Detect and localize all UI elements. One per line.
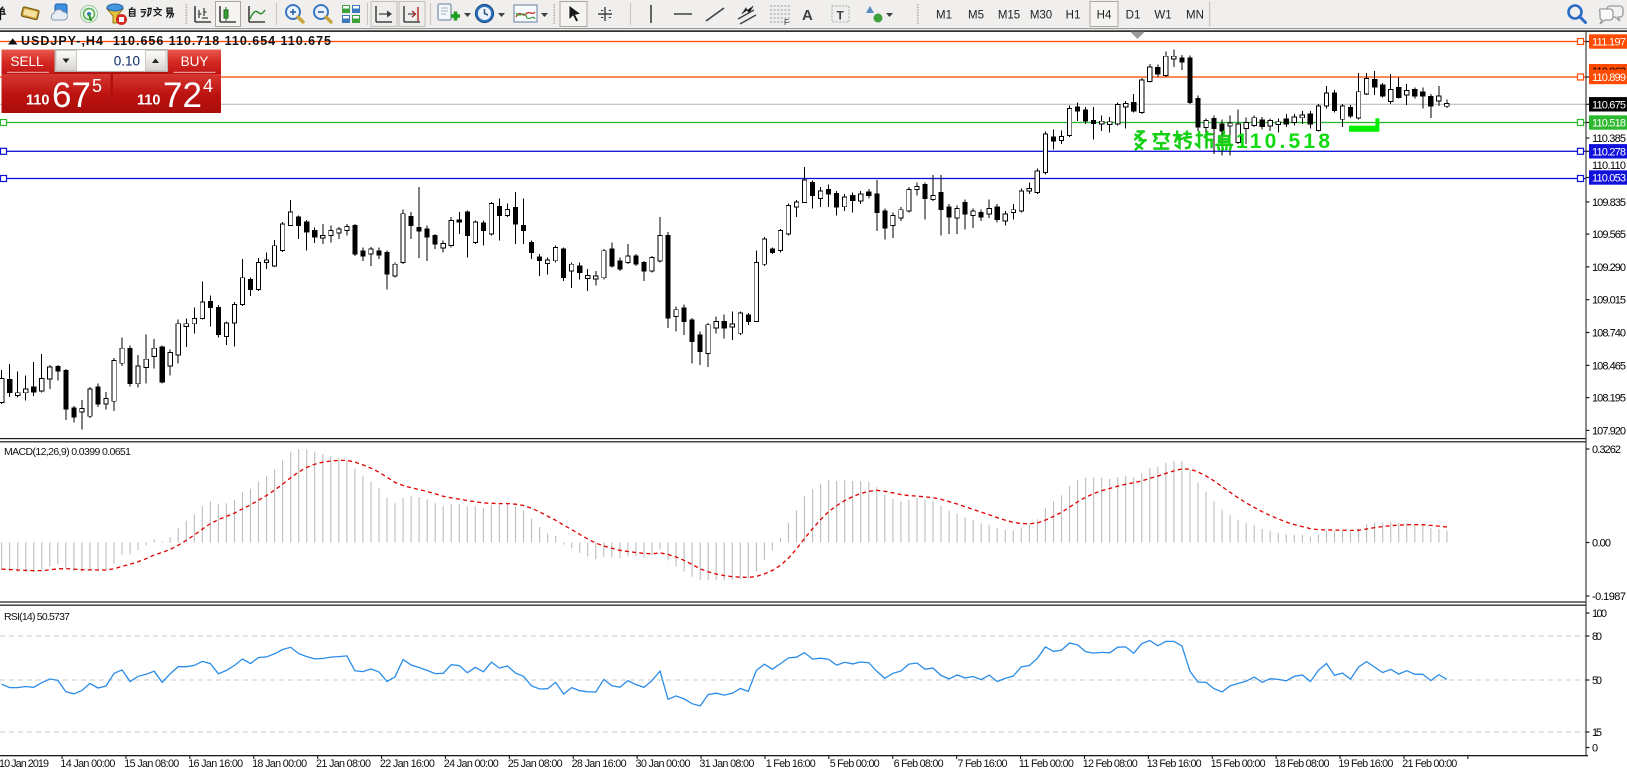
svg-text:D1: D1: [1126, 10, 1141, 22]
svg-text:110.385: 110.385: [1592, 133, 1626, 145]
svg-text:15 Feb 00:00: 15 Feb 00:00: [1211, 758, 1266, 770]
svg-text:11 Feb 00:00: 11 Feb 00:00: [1019, 758, 1074, 770]
svg-text:111.197: 111.197: [1592, 37, 1626, 49]
svg-text:18 Feb 08:00: 18 Feb 08:00: [1275, 758, 1330, 770]
svg-text:109.290: 109.290: [1592, 262, 1626, 274]
svg-text:30 Jan 00:00: 30 Jan 00:00: [636, 758, 691, 770]
svg-text:67: 67: [52, 76, 91, 115]
svg-text:H4: H4: [1097, 10, 1112, 22]
svg-text:1 Feb 16:00: 1 Feb 16:00: [766, 758, 816, 770]
svg-text:5 Feb 00:00: 5 Feb 00:00: [830, 758, 880, 770]
svg-text:110.899: 110.899: [1592, 72, 1626, 84]
svg-text:0: 0: [1592, 743, 1598, 755]
svg-text:14 Jan 00:00: 14 Jan 00:00: [60, 758, 115, 770]
svg-text:RSI(14) 50.5737: RSI(14) 50.5737: [4, 611, 70, 623]
svg-text:108.465: 108.465: [1592, 360, 1626, 372]
svg-text:BUY: BUY: [181, 54, 209, 69]
svg-text:109.835: 109.835: [1592, 197, 1626, 209]
svg-text:110.110: 110.110: [1592, 160, 1626, 172]
svg-text:-0.1987: -0.1987: [1592, 591, 1626, 603]
svg-text:28 Jan 16:00: 28 Jan 16:00: [572, 758, 627, 770]
svg-text:110: 110: [137, 93, 160, 109]
svg-text:72: 72: [163, 76, 202, 115]
svg-text:110: 110: [26, 93, 49, 109]
svg-text:110.518: 110.518: [1236, 130, 1330, 153]
svg-text:50: 50: [1592, 675, 1602, 687]
svg-text:80: 80: [1592, 631, 1602, 643]
svg-text:0.10: 0.10: [114, 54, 140, 69]
svg-text:18 Jan 00:00: 18 Jan 00:00: [252, 758, 307, 770]
svg-text:12 Feb 08:00: 12 Feb 08:00: [1083, 758, 1138, 770]
svg-text:19 Feb 16:00: 19 Feb 16:00: [1338, 758, 1393, 770]
svg-text:MACD(12,26,9) 0.0399 0.0651: MACD(12,26,9) 0.0399 0.0651: [4, 446, 131, 458]
svg-text:110.675: 110.675: [1592, 99, 1626, 111]
svg-text:4: 4: [203, 76, 213, 96]
svg-text:M30: M30: [1030, 10, 1052, 22]
svg-text:110.053: 110.053: [1592, 173, 1626, 185]
svg-text:5: 5: [92, 76, 102, 96]
svg-text:16 Jan 16:00: 16 Jan 16:00: [188, 758, 243, 770]
svg-text:T: T: [837, 9, 845, 23]
svg-text:107.920: 107.920: [1592, 425, 1626, 437]
svg-text:109.015: 109.015: [1592, 295, 1626, 307]
svg-text:109.565: 109.565: [1592, 229, 1626, 241]
svg-text:H1: H1: [1066, 10, 1081, 22]
svg-text:M1: M1: [936, 10, 952, 22]
svg-text:31 Jan 08:00: 31 Jan 08:00: [699, 758, 754, 770]
svg-text:10 Jan 2019: 10 Jan 2019: [0, 758, 49, 770]
svg-text:110.518: 110.518: [1592, 118, 1626, 130]
svg-text:SELL: SELL: [10, 54, 44, 69]
svg-text:22 Jan 16:00: 22 Jan 16:00: [380, 758, 435, 770]
svg-text:21 Jan 08:00: 21 Jan 08:00: [316, 758, 371, 770]
svg-text:25 Jan 08:00: 25 Jan 08:00: [508, 758, 563, 770]
svg-text:24 Jan 00:00: 24 Jan 00:00: [444, 758, 499, 770]
svg-text:110.278: 110.278: [1592, 146, 1626, 158]
svg-text:7 Feb 16:00: 7 Feb 16:00: [958, 758, 1008, 770]
svg-text:M15: M15: [998, 10, 1020, 22]
svg-text:108.740: 108.740: [1592, 328, 1626, 340]
svg-text:15 Jan 08:00: 15 Jan 08:00: [124, 758, 179, 770]
svg-text:21 Feb 00:00: 21 Feb 00:00: [1402, 758, 1457, 770]
svg-text:13 Feb 16:00: 13 Feb 16:00: [1147, 758, 1202, 770]
svg-text:0.00: 0.00: [1592, 538, 1611, 550]
svg-text:A: A: [802, 7, 813, 24]
svg-text:USDJPY-,H4 110.656 110.718 11: USDJPY-,H4 110.656 110.718 110.654 110.6…: [21, 34, 331, 48]
svg-text:W1: W1: [1154, 10, 1171, 22]
svg-text:F: F: [784, 18, 789, 27]
svg-text:108.195: 108.195: [1592, 393, 1626, 405]
svg-text:100: 100: [1592, 608, 1607, 620]
svg-text:6 Feb 08:00: 6 Feb 08:00: [894, 758, 944, 770]
svg-text:M5: M5: [968, 10, 984, 22]
svg-text:MN: MN: [1186, 10, 1204, 22]
svg-text:0.3262: 0.3262: [1592, 444, 1621, 456]
svg-text:15: 15: [1592, 727, 1602, 739]
